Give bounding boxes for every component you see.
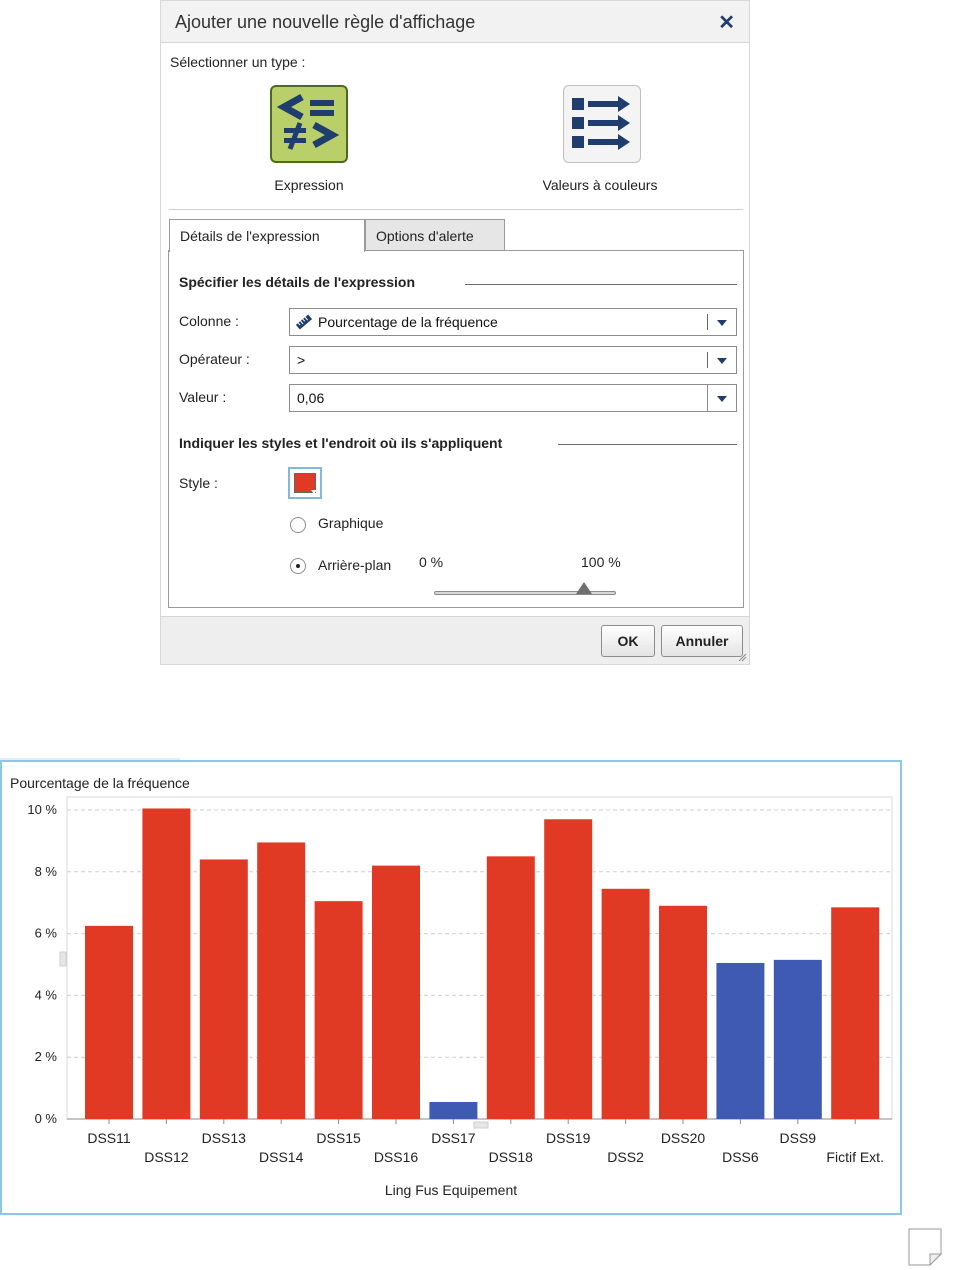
dialog-title: Ajouter une nouvelle règle d'affichage bbox=[175, 12, 476, 32]
bar-chart: 0 % 2 % 4 % 6 % 8 % 10 % DSS11 DSS12 DSS13 DSS14 D… bbox=[27, 796, 893, 1165]
bar-dss19[interactable] bbox=[544, 819, 593, 1119]
bar-dss17[interactable] bbox=[429, 1102, 478, 1119]
value-combo-input[interactable]: 0,06 bbox=[289, 384, 737, 412]
page-curl-icon[interactable] bbox=[908, 1228, 942, 1266]
y-tick-label: 0 % bbox=[35, 1111, 58, 1126]
color-values-list-icon bbox=[572, 96, 630, 150]
bar-dss9[interactable] bbox=[773, 959, 822, 1119]
cancel-button[interactable]: Annuler bbox=[661, 625, 743, 657]
measure-ruler-icon bbox=[295, 314, 313, 330]
color-values-type-label: Valeurs à couleurs bbox=[542, 177, 658, 193]
combo-separator bbox=[707, 352, 708, 368]
bar-dss2[interactable] bbox=[601, 888, 650, 1119]
column-label: Colonne : bbox=[179, 313, 239, 329]
x-tick-label: DSS2 bbox=[607, 1149, 644, 1165]
x-tick-label: DSS9 bbox=[780, 1130, 817, 1146]
bar-dss15[interactable] bbox=[314, 901, 363, 1119]
slider-min-label: 0 % bbox=[419, 554, 444, 570]
radio-graph[interactable] bbox=[290, 517, 306, 533]
operator-select[interactable]: > bbox=[289, 346, 737, 374]
column-select[interactable]: Pourcentage de la fréquence bbox=[289, 308, 737, 336]
color-values-type-button[interactable] bbox=[563, 85, 641, 163]
y-tick-label: 6 % bbox=[35, 926, 58, 941]
x-tick-label: DSS12 bbox=[144, 1149, 189, 1165]
y-scroll-handle[interactable] bbox=[59, 951, 67, 967]
bar-dss12[interactable] bbox=[142, 808, 191, 1119]
operator-value: > bbox=[297, 352, 306, 368]
style-label: Style : bbox=[179, 475, 218, 491]
section-divider bbox=[465, 284, 737, 285]
x-tick-label: Fictif Ext. bbox=[826, 1149, 884, 1165]
radio-background-label: Arrière-plan bbox=[318, 557, 392, 573]
x-tick-label: DSS11 bbox=[87, 1130, 131, 1146]
y-tick-label: 4 % bbox=[35, 987, 58, 1002]
x-tick-label: DSS18 bbox=[489, 1149, 534, 1165]
dialog-footer: OK Annuler bbox=[161, 616, 749, 664]
bar-dss6[interactable] bbox=[716, 962, 765, 1119]
plot-area bbox=[66, 796, 893, 1120]
bar-dss20[interactable] bbox=[659, 905, 707, 1119]
chart-tab-edge bbox=[0, 758, 180, 761]
expression-details-panel: Spécifier les détails de l'expression Co… bbox=[168, 250, 744, 608]
color-swatch bbox=[294, 473, 316, 493]
bar-dss11[interactable] bbox=[85, 925, 133, 1119]
expression-type-label: Expression bbox=[274, 177, 344, 193]
y-tick-label: 10 % bbox=[27, 802, 57, 817]
combo-separator bbox=[707, 314, 708, 330]
add-display-rule-dialog: Ajouter une nouvelle règle d'affichage ✕… bbox=[160, 0, 750, 665]
section-divider bbox=[558, 444, 737, 445]
value-input-text[interactable]: 0,06 bbox=[297, 390, 325, 406]
chart-title: Pourcentage de la fréquence bbox=[10, 775, 190, 791]
y-tick-label: 8 % bbox=[35, 864, 58, 879]
x-tick-label: DSS20 bbox=[661, 1130, 706, 1146]
bar-dss18[interactable] bbox=[486, 856, 535, 1119]
x-tick-label: DSS14 bbox=[259, 1149, 304, 1165]
operator-label: Opérateur : bbox=[179, 351, 250, 367]
dialog-header: Ajouter une nouvelle règle d'affichage ✕ bbox=[161, 1, 749, 43]
chevron-down-icon[interactable] bbox=[708, 309, 736, 335]
bar-dss14[interactable] bbox=[257, 842, 306, 1119]
opacity-slider-thumb[interactable] bbox=[576, 582, 592, 594]
x-scroll-handle[interactable] bbox=[473, 1121, 489, 1129]
opacity-slider-track[interactable] bbox=[434, 591, 616, 595]
tab-expression-details[interactable]: Détails de l'expression bbox=[169, 219, 365, 252]
bar-fictif-ext-[interactable] bbox=[831, 907, 880, 1119]
resize-grip-icon[interactable] bbox=[737, 652, 747, 662]
divider bbox=[169, 209, 743, 210]
x-tick-label: DSS16 bbox=[374, 1149, 419, 1165]
x-tick-label: DSS19 bbox=[546, 1130, 591, 1146]
style-color-picker[interactable] bbox=[288, 467, 322, 499]
column-value: Pourcentage de la fréquence bbox=[318, 314, 498, 330]
x-tick-label: DSS6 bbox=[722, 1149, 759, 1165]
slider-max-label: 100 % bbox=[581, 554, 621, 570]
x-tick-label: DSS17 bbox=[431, 1130, 476, 1146]
x-axis-label: Ling Fus Equipement bbox=[384, 1182, 518, 1198]
x-tick-label: DSS15 bbox=[316, 1130, 361, 1146]
tab-alert-options[interactable]: Options d'alerte bbox=[365, 219, 505, 251]
chevron-down-icon bbox=[311, 490, 317, 494]
bar-dss13[interactable] bbox=[199, 859, 248, 1119]
ok-button[interactable]: OK bbox=[601, 625, 655, 657]
radio-graph-label: Graphique bbox=[318, 515, 384, 531]
chevron-down-icon[interactable] bbox=[708, 347, 736, 373]
x-tick-label: DSS13 bbox=[202, 1130, 247, 1146]
section-details-title: Spécifier les détails de l'expression bbox=[179, 274, 415, 290]
chart-panel: Pourcentage de la fréquence 0 % 2 % 4 % 6 %… bbox=[0, 760, 902, 1215]
section-styles-title: Indiquer les styles et l'endroit où ils … bbox=[179, 435, 503, 451]
expression-type-button[interactable] bbox=[270, 85, 348, 163]
select-type-label: Sélectionner un type : bbox=[170, 54, 306, 70]
radio-background[interactable] bbox=[290, 558, 306, 574]
value-label: Valeur : bbox=[179, 389, 227, 405]
compare-operators-icon bbox=[276, 93, 340, 150]
y-tick-label: 2 % bbox=[35, 1049, 58, 1064]
close-icon[interactable]: ✕ bbox=[718, 12, 735, 34]
chevron-down-icon[interactable] bbox=[707, 385, 736, 411]
bar-dss16[interactable] bbox=[372, 865, 420, 1119]
